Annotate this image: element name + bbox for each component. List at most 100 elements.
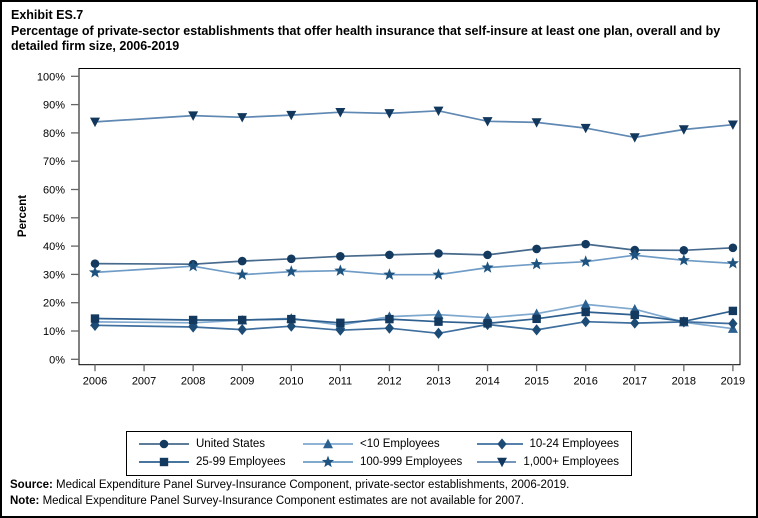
marker-triangle-down-icon	[188, 111, 199, 121]
marker-star-icon	[88, 266, 102, 278]
x-tick-label: 2015	[524, 376, 548, 388]
series-10-24-employees	[90, 316, 738, 339]
x-tick-label: 2013	[426, 376, 450, 388]
marker-square-icon	[238, 315, 247, 325]
x-tick-label: 2014	[475, 376, 499, 388]
marker-star-icon	[334, 264, 347, 276]
marker-square-icon	[630, 310, 639, 320]
marker-diamond-icon	[433, 327, 444, 339]
marker-circle-icon	[237, 256, 247, 266]
note-label: Note:	[10, 495, 40, 507]
marker-circle-icon	[532, 244, 541, 254]
marker-diamond-icon	[384, 322, 395, 334]
marker-circle-icon	[90, 259, 100, 268]
y-tick-label: 60%	[43, 185, 65, 197]
marker-diamond-icon	[581, 316, 591, 328]
y-tick-label: 50%	[43, 213, 65, 225]
source-label: Source:	[10, 479, 53, 491]
source-text: Medical Expenditure Panel Survey-Insuran…	[52, 479, 570, 491]
chart-title: Percentage of private-sector establishme…	[11, 23, 721, 54]
marker-square-icon	[90, 314, 100, 323]
series-25-99-employees	[90, 306, 738, 328]
marker-triangle-down-icon	[497, 457, 507, 468]
legend-sample	[303, 438, 353, 449]
marker-diamond-icon	[532, 324, 542, 336]
y-tick-label: 10%	[43, 326, 65, 338]
marker-square-icon	[679, 317, 689, 326]
source-note: Source: Medical Expenditure Panel Survey…	[10, 478, 754, 493]
legend-sample	[139, 457, 189, 467]
marker-circle-icon	[581, 239, 590, 249]
chart-legend: United States <10 Employees 10-24 Employee…	[126, 431, 632, 476]
legend-item-label: 100-999 Employees	[360, 456, 463, 468]
legend-item-label: <10 Employees	[360, 438, 440, 450]
marker-circle-icon	[679, 246, 689, 255]
y-tick-label: 100%	[37, 71, 65, 83]
marker-star-icon	[321, 455, 335, 468]
marker-diamond-icon	[237, 323, 247, 336]
x-tick-label: 2012	[377, 376, 401, 388]
marker-star-icon	[628, 248, 641, 261]
marker-triangle-up-icon	[433, 309, 444, 319]
marker-star-icon	[432, 268, 445, 280]
y-tick-label: 90%	[43, 100, 65, 112]
series-1-000-employees	[90, 106, 738, 143]
legend-sample	[139, 439, 189, 449]
marker-triangle-down-icon	[90, 117, 100, 128]
marker-diamond-icon	[335, 324, 345, 336]
marker-triangle-down-icon	[678, 125, 689, 135]
x-tick-label: 2018	[672, 376, 696, 388]
y-tick-label: 70%	[43, 156, 65, 168]
x-tick-label: 2006	[83, 376, 107, 388]
marker-square-icon	[483, 319, 492, 328]
marker-triangle-down-icon	[629, 133, 640, 143]
exhibit-label: Exhibit ES.7	[11, 8, 84, 22]
marker-circle-icon	[385, 250, 394, 260]
marker-triangle-down-icon	[580, 123, 591, 134]
availability-note: Note: Medical Expenditure Panel Survey-I…	[10, 494, 754, 509]
legend-item-label: 1,000+ Employees	[523, 456, 619, 468]
marker-circle-icon	[483, 250, 492, 260]
legend-sample	[303, 455, 353, 468]
x-tick-label: 2010	[279, 376, 303, 388]
x-tick-label: 2007	[132, 376, 156, 388]
marker-square-icon	[728, 306, 738, 316]
y-tick-label: 30%	[43, 269, 65, 281]
marker-triangle-down-icon	[482, 117, 493, 127]
y-tick-label: 0%	[49, 354, 65, 366]
marker-diamond-icon	[728, 318, 738, 330]
marker-diamond-icon	[497, 438, 507, 450]
legend-item-label: 10-24 Employees	[529, 438, 620, 450]
legend-sample	[477, 438, 523, 450]
legend-item-united-states: United States	[139, 436, 289, 452]
marker-star-icon	[530, 257, 543, 270]
marker-square-icon	[532, 314, 541, 324]
marker-square-icon	[385, 314, 394, 324]
marker-star-icon	[726, 256, 739, 269]
marker-triangle-up-icon	[580, 299, 591, 309]
legend-item-10-24-employees: 10-24 Employees	[477, 436, 619, 452]
y-tick-label: 80%	[43, 128, 65, 140]
marker-square-icon	[287, 314, 296, 324]
marker-circle-icon	[728, 243, 738, 253]
marker-square-icon	[434, 317, 443, 326]
marker-circle-icon	[159, 439, 169, 449]
y-tick-label: 40%	[43, 241, 65, 253]
x-tick-label: 2017	[623, 376, 647, 388]
marker-star-icon	[187, 259, 200, 272]
x-tick-label: 2008	[181, 376, 205, 388]
marker-triangle-down-icon	[433, 106, 444, 117]
plot-frame	[78, 68, 741, 366]
marker-triangle-down-icon	[335, 108, 346, 118]
marker-square-icon	[159, 457, 169, 467]
marker-diamond-icon	[188, 321, 198, 333]
legend-item-label: 25-99 Employees	[196, 456, 286, 468]
marker-triangle-down-icon	[727, 120, 738, 130]
marker-triangle-down-icon	[384, 109, 395, 119]
marker-diamond-icon	[90, 319, 100, 331]
marker-circle-icon	[336, 251, 345, 261]
x-tick-label: 2016	[573, 376, 597, 388]
